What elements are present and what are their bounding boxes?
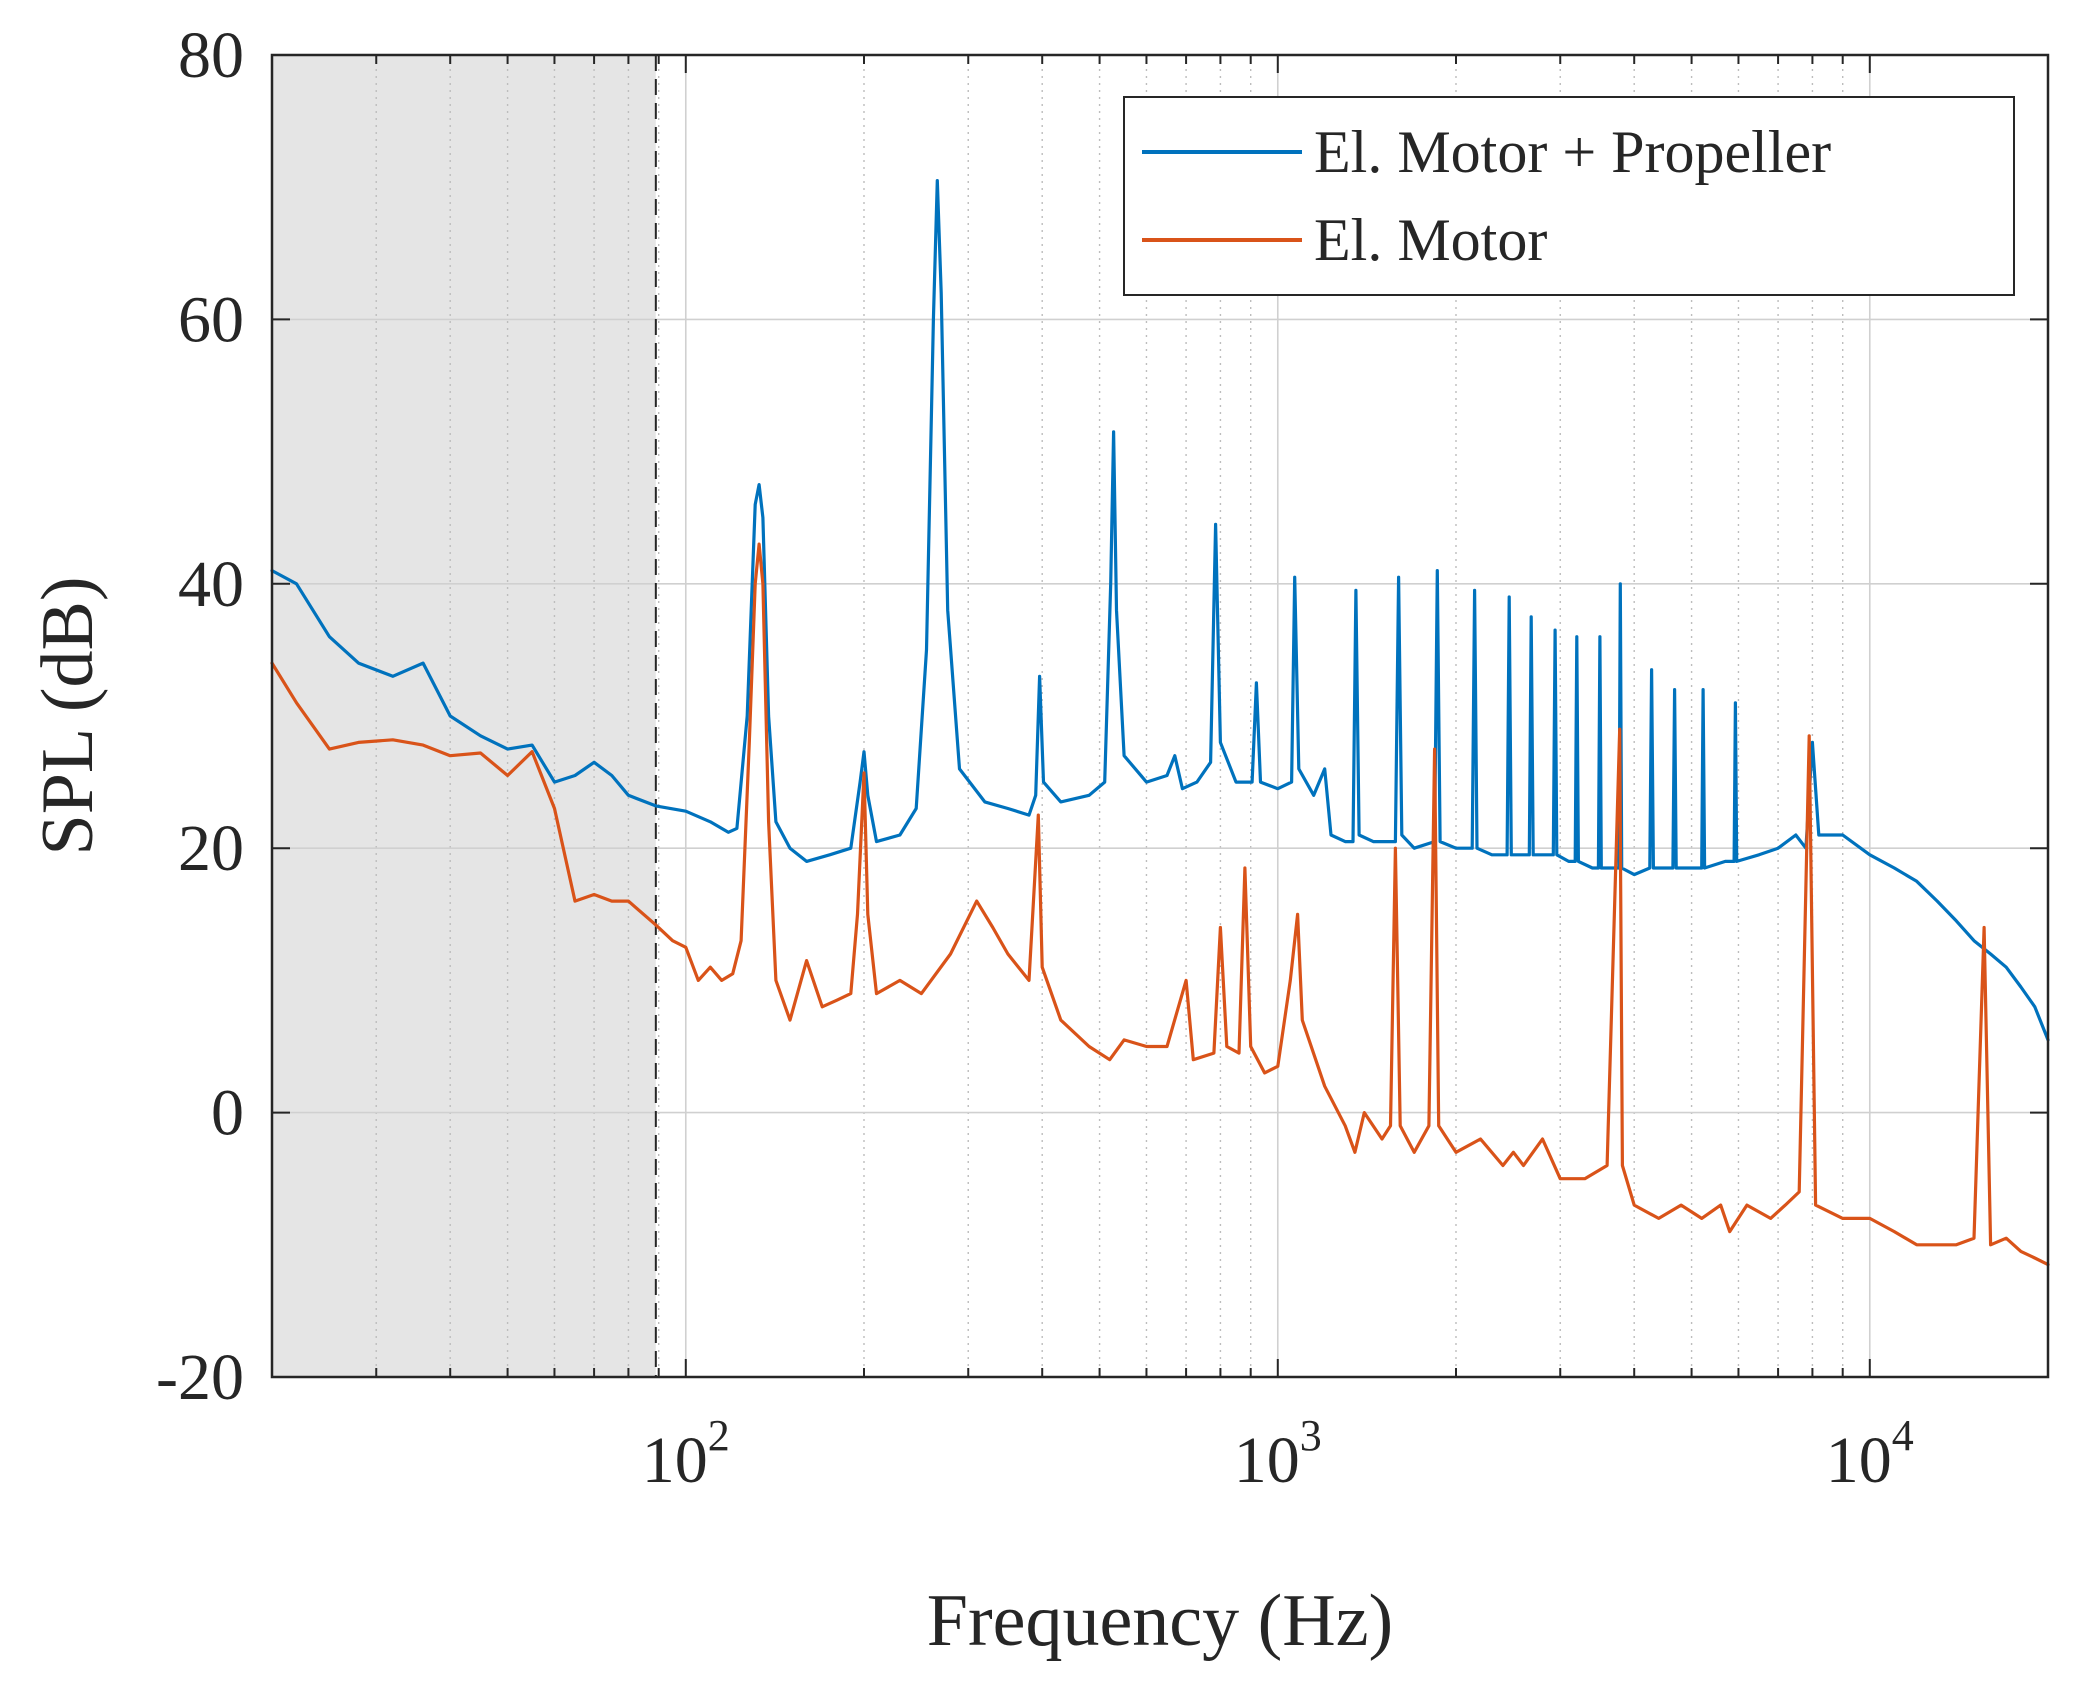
plot-area-frame (270, 53, 2050, 1379)
legend-label-propeller: El. Motor + Propeller (1314, 119, 1831, 185)
legend: El. Motor + Propeller El. Motor (1123, 96, 2015, 296)
x-axis-title: Frequency (Hz) (927, 1580, 1393, 1662)
ticks: -20 0 20 40 60 80 102 103 104 (156, 19, 2049, 1497)
y-tick-label: 0 (211, 1077, 244, 1150)
y-tick-label: -20 (156, 1341, 244, 1414)
y-axis-title: SPL (dB) (27, 577, 109, 856)
y-tick-label: 40 (178, 548, 244, 621)
series-group (270, 179, 2050, 1267)
y-tick-label: 20 (178, 812, 244, 885)
series-line-propeller (270, 179, 2050, 1042)
x-tick-label: 103 (1234, 1411, 1322, 1497)
x-tick-label: 104 (1826, 1411, 1914, 1497)
series-line-motor (270, 542, 2050, 1267)
y-tick-label: 80 (178, 19, 244, 92)
x-tick-label: 102 (642, 1411, 730, 1497)
y-tick-label: 60 (178, 283, 244, 356)
legend-label-motor: El. Motor (1314, 207, 1547, 273)
legend-box (1123, 96, 2015, 296)
shaded-region (272, 55, 656, 1377)
